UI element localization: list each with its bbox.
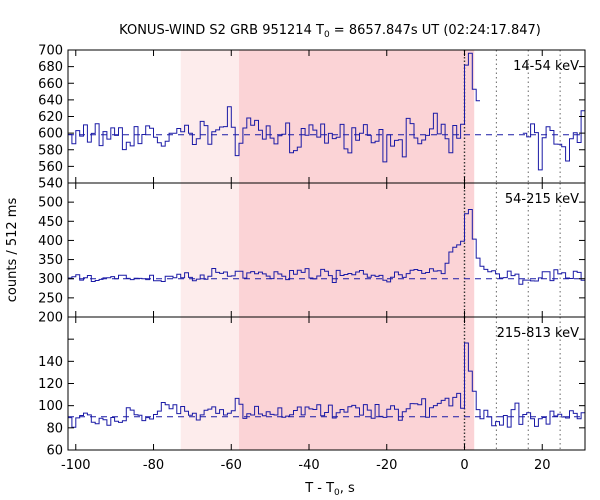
- y-tick-label: 600: [38, 127, 63, 142]
- energy-band-label: 54-215 keV: [505, 192, 579, 207]
- y-tick-label: 140: [38, 355, 63, 370]
- y-tick-label: 500: [38, 196, 63, 211]
- x-tick-label: -20: [376, 458, 397, 473]
- y-tick-label: 660: [38, 77, 63, 92]
- y-tick-label: 640: [38, 93, 63, 108]
- y-tick-label: 560: [38, 160, 63, 175]
- x-tick-label: -100: [61, 458, 91, 473]
- burst-interval-band: [239, 183, 475, 317]
- energy-band-label: 14-54 keV: [513, 59, 579, 74]
- y-tick-label: 300: [38, 272, 63, 287]
- panel-3: 60 80 100 120 140 215-813 keV: [38, 316, 586, 459]
- y-tick-label: 580: [38, 143, 63, 158]
- chart-title: KONUS-WIND S2 GRB 951214 T0 = 8657.847s …: [119, 23, 541, 40]
- y-tick-label: 350: [38, 253, 63, 268]
- y-tick-label: 200: [38, 311, 63, 326]
- y-tick-label: 80: [46, 421, 63, 436]
- y-tick-label: 620: [38, 110, 63, 125]
- background-interval-band: [180, 317, 240, 450]
- light-curve: [68, 52, 585, 171]
- x-axis: -100 -80 -60 -40 -20 0 20: [61, 458, 550, 473]
- x-tick-label: 0: [460, 458, 468, 473]
- light-curve: [68, 209, 585, 285]
- panel-2: 200 250 300 350 400 450 500 54-215 keV: [38, 182, 586, 326]
- y-tick-label: 450: [38, 215, 63, 230]
- background-interval-band: [180, 50, 240, 183]
- x-axis-label: T - T0, s: [304, 481, 355, 498]
- x-tick-label: -60: [221, 458, 242, 473]
- y-axis-label: counts / 512 ms: [5, 198, 20, 303]
- energy-band-label: 215-813 keV: [497, 326, 580, 341]
- burst-interval-band: [239, 50, 475, 183]
- burst-interval-band: [239, 317, 475, 450]
- y-tick-label: 400: [38, 234, 63, 249]
- y-tick-label: 250: [38, 291, 63, 306]
- x-tick-label: -80: [143, 458, 164, 473]
- x-tick-label: 20: [534, 458, 551, 473]
- light-curve: [68, 342, 585, 428]
- y-tick-label: 100: [38, 399, 63, 414]
- background-interval-band: [180, 183, 240, 317]
- x-tick-label: -40: [298, 458, 319, 473]
- y-tick-label: 680: [38, 60, 63, 75]
- y-tick-label: 60: [46, 444, 63, 459]
- y-tick-label: 120: [38, 377, 63, 392]
- y-tick-label: 700: [38, 44, 63, 59]
- y-tick-label: 540: [38, 177, 63, 192]
